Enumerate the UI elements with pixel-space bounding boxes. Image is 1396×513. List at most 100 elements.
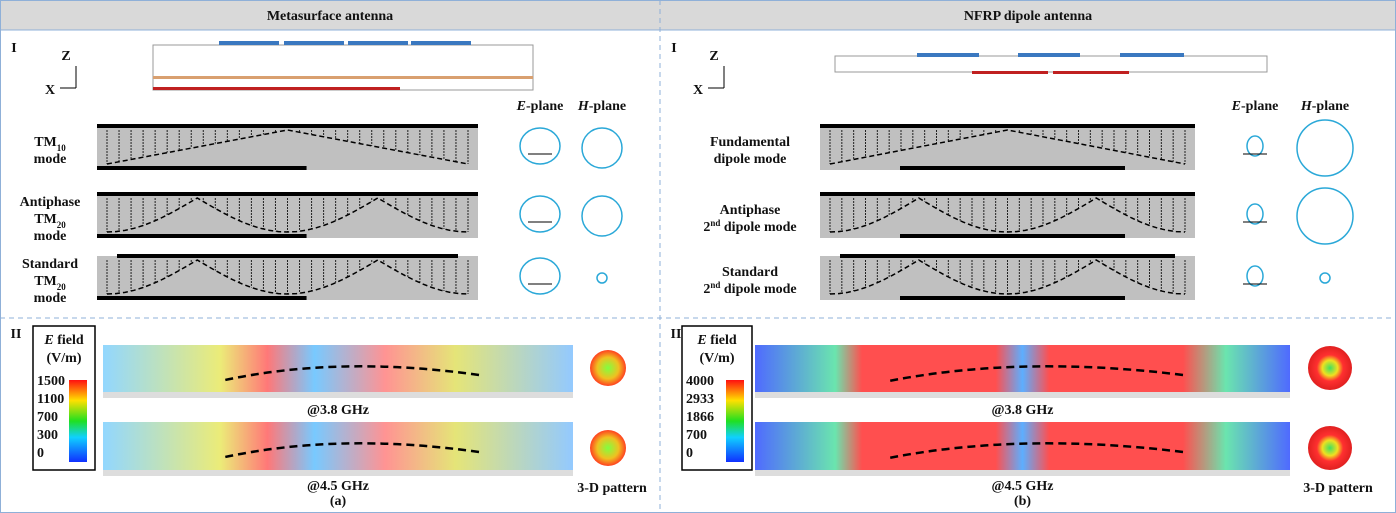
mode-label-line: Fundamental [710, 135, 790, 150]
label-run: nd [710, 218, 720, 228]
freq-label: @3.8 GHz [307, 403, 369, 418]
h-pattern [1320, 273, 1330, 283]
pattern-3d [590, 430, 626, 466]
mode-label: TM10mode [34, 135, 67, 167]
label-run: Fundamental [710, 135, 790, 150]
pattern-3d [1308, 426, 1352, 470]
label-run: E [696, 333, 706, 348]
header-band [0, 0, 1396, 30]
field-map-base [103, 470, 573, 476]
label-run: Standard [22, 257, 78, 272]
top-strip [820, 192, 1195, 196]
label-run: -plane [589, 99, 626, 114]
label-run: mode [34, 152, 67, 167]
top-strip [820, 124, 1195, 128]
e-pattern [520, 128, 560, 164]
label-run: Standard [722, 265, 778, 280]
mode-label-line: Antiphase [720, 203, 781, 218]
mode-label: StandardTM20mode [22, 257, 78, 306]
mode-label-line: Standard [22, 257, 78, 272]
field-map [103, 345, 573, 392]
bottom-strip [900, 234, 1125, 238]
colorbar-tick: 0 [37, 446, 44, 461]
colorbar-title-line: E field [696, 333, 736, 348]
colorbar-tick: 700 [686, 428, 707, 443]
patch [219, 41, 279, 45]
plane-header-line: H-plane [1300, 99, 1349, 114]
colorbar-title-line: E field [43, 333, 83, 348]
top-strip [117, 254, 458, 258]
colorbar [726, 380, 744, 462]
label-run: dipole mode [720, 220, 796, 235]
top-strip [97, 192, 478, 196]
bottom-strip [97, 234, 307, 238]
mode-label-line: mode [34, 229, 67, 244]
section-label: I [11, 41, 16, 56]
h-pattern [597, 273, 607, 283]
section-label: I [671, 41, 676, 56]
colorbar-title-line: (V/m) [700, 351, 735, 366]
field-map [755, 422, 1290, 470]
h-pattern [582, 128, 622, 168]
freq-label: @4.5 GHz [991, 479, 1053, 494]
mode-label-line: dipole mode [714, 152, 787, 167]
label-run: mode [34, 229, 67, 244]
mode-box [97, 126, 478, 170]
label-run: (V/m) [47, 351, 82, 366]
colorbar-title-line: (V/m) [47, 351, 82, 366]
patch [284, 41, 344, 45]
mode-label-line: 2nd dipole mode [703, 280, 796, 297]
patch [917, 53, 979, 57]
mode-box [820, 126, 1195, 170]
field-map [103, 422, 573, 470]
bottom-strip [97, 296, 307, 300]
e-pattern [1247, 136, 1263, 156]
e-pattern [520, 196, 560, 232]
feed-layer [153, 87, 400, 90]
section-label: II [11, 327, 22, 342]
label-run: -plane [1312, 99, 1349, 114]
patch [1120, 53, 1184, 57]
mode-label-line: TM10 [34, 135, 66, 153]
dipole [1053, 71, 1129, 74]
label-run: dipole mode [714, 152, 787, 167]
figure: Metasurface antennaIIIZXE-planeH-planeTM… [0, 0, 1396, 513]
colorbar-tick: 700 [37, 410, 58, 425]
field-map [755, 345, 1290, 392]
pattern-label: 3-D pattern [577, 481, 647, 496]
dipole [972, 71, 1048, 74]
plane-header: H-plane [1300, 99, 1349, 114]
caption: (b) [1014, 494, 1031, 509]
e-pattern [520, 258, 560, 294]
label-run: nd [710, 280, 720, 290]
axis-label: X [45, 83, 55, 98]
label-run: TM [34, 274, 57, 289]
colorbar-tick: 0 [686, 446, 693, 461]
label-run: E [516, 99, 526, 114]
colorbar-tick: 1500 [37, 374, 65, 389]
mode-label-line: Antiphase [20, 195, 81, 210]
mode-label-line: 2nd dipole mode [703, 218, 796, 235]
label-run: field [54, 333, 84, 348]
axis-label: Z [709, 49, 718, 64]
colorbar-tick: 1866 [686, 410, 714, 425]
ground-layer [153, 76, 533, 79]
label-run: 2 [703, 220, 710, 235]
h-pattern [1297, 188, 1353, 244]
patch [411, 41, 471, 45]
label-run: E [1231, 99, 1241, 114]
e-pattern [1247, 266, 1263, 286]
label-run: Antiphase [20, 195, 81, 210]
e-pattern [1247, 204, 1263, 224]
bottom-strip [97, 166, 307, 170]
patch [348, 41, 408, 45]
freq-label: @4.5 GHz [307, 479, 369, 494]
colorbar-tick: 4000 [686, 374, 714, 389]
label-run: Antiphase [720, 203, 781, 218]
mode-label-line: TM20 [34, 212, 66, 230]
h-pattern [1297, 120, 1353, 176]
label-run: field [707, 333, 737, 348]
label-run: -plane [526, 99, 563, 114]
